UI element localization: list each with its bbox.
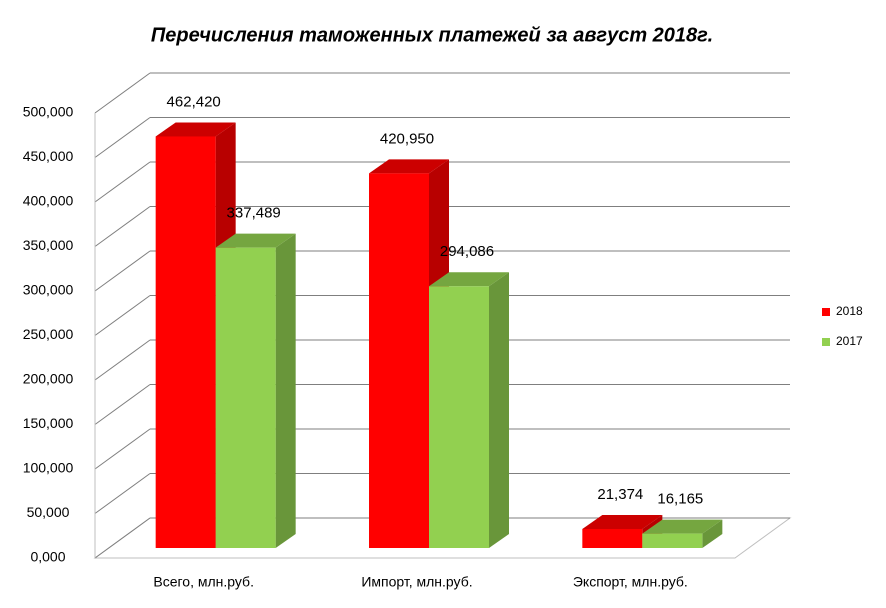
- bar-side: [489, 272, 509, 548]
- data-label: 21,374: [597, 486, 643, 503]
- grid-line: [94, 517, 151, 559]
- grid-line: [94, 117, 151, 158]
- grid-line: [94, 250, 151, 292]
- y-tick-label: 0,000: [30, 549, 65, 565]
- legend-label: 2017: [836, 334, 863, 348]
- bar-top: [215, 233, 296, 248]
- bar-side: [702, 519, 723, 548]
- y-tick-label: 450,000: [23, 148, 74, 164]
- bar-top: [369, 159, 449, 174]
- data-label: 294,086: [440, 243, 494, 260]
- data-label: 16,165: [657, 491, 703, 508]
- grid-line: [94, 339, 151, 381]
- bar-side: [275, 233, 296, 548]
- grid-line: [94, 295, 151, 336]
- y-tick-label: 500,000: [23, 104, 74, 120]
- bar: [429, 286, 489, 548]
- data-label: 420,950: [380, 130, 434, 147]
- bar: [215, 247, 276, 548]
- y-tick-label: 50,000: [27, 504, 70, 520]
- bar: [155, 136, 216, 548]
- bar-top: [429, 272, 509, 287]
- data-label: 462,420: [167, 93, 221, 110]
- bar-top: [642, 519, 723, 534]
- bar-top: [582, 514, 663, 529]
- x-tick-label: Импорт, млн.руб.: [361, 574, 472, 590]
- data-label: 337,489: [227, 205, 281, 222]
- x-tick-label: Всего, млн.руб.: [153, 574, 254, 590]
- grid-line: [94, 428, 151, 470]
- y-tick-label: 100,000: [23, 460, 74, 476]
- grid-line: [94, 473, 151, 514]
- bar: [582, 528, 643, 548]
- bar: [369, 173, 429, 549]
- grid-line: [94, 206, 151, 247]
- legend-swatch: [822, 308, 830, 316]
- y-tick-label: 300,000: [23, 282, 74, 298]
- y-tick-label: 400,000: [23, 193, 74, 209]
- bar-top: [155, 122, 236, 137]
- y-tick-label: 350,000: [23, 237, 74, 253]
- y-tick-label: 250,000: [23, 326, 74, 342]
- grid-line: [94, 72, 151, 114]
- y-tick-label: 150,000: [23, 415, 74, 431]
- chart-title: Перечисления таможенных платежей за авгу…: [151, 24, 713, 46]
- bar: [642, 533, 703, 548]
- legend-swatch: [822, 338, 830, 346]
- y-tick-label: 200,000: [23, 371, 74, 387]
- legend-label: 2018: [836, 304, 863, 318]
- grid-line: [94, 384, 151, 425]
- grid-line: [94, 161, 151, 203]
- x-tick-label: Экспорт, млн.руб.: [573, 574, 688, 590]
